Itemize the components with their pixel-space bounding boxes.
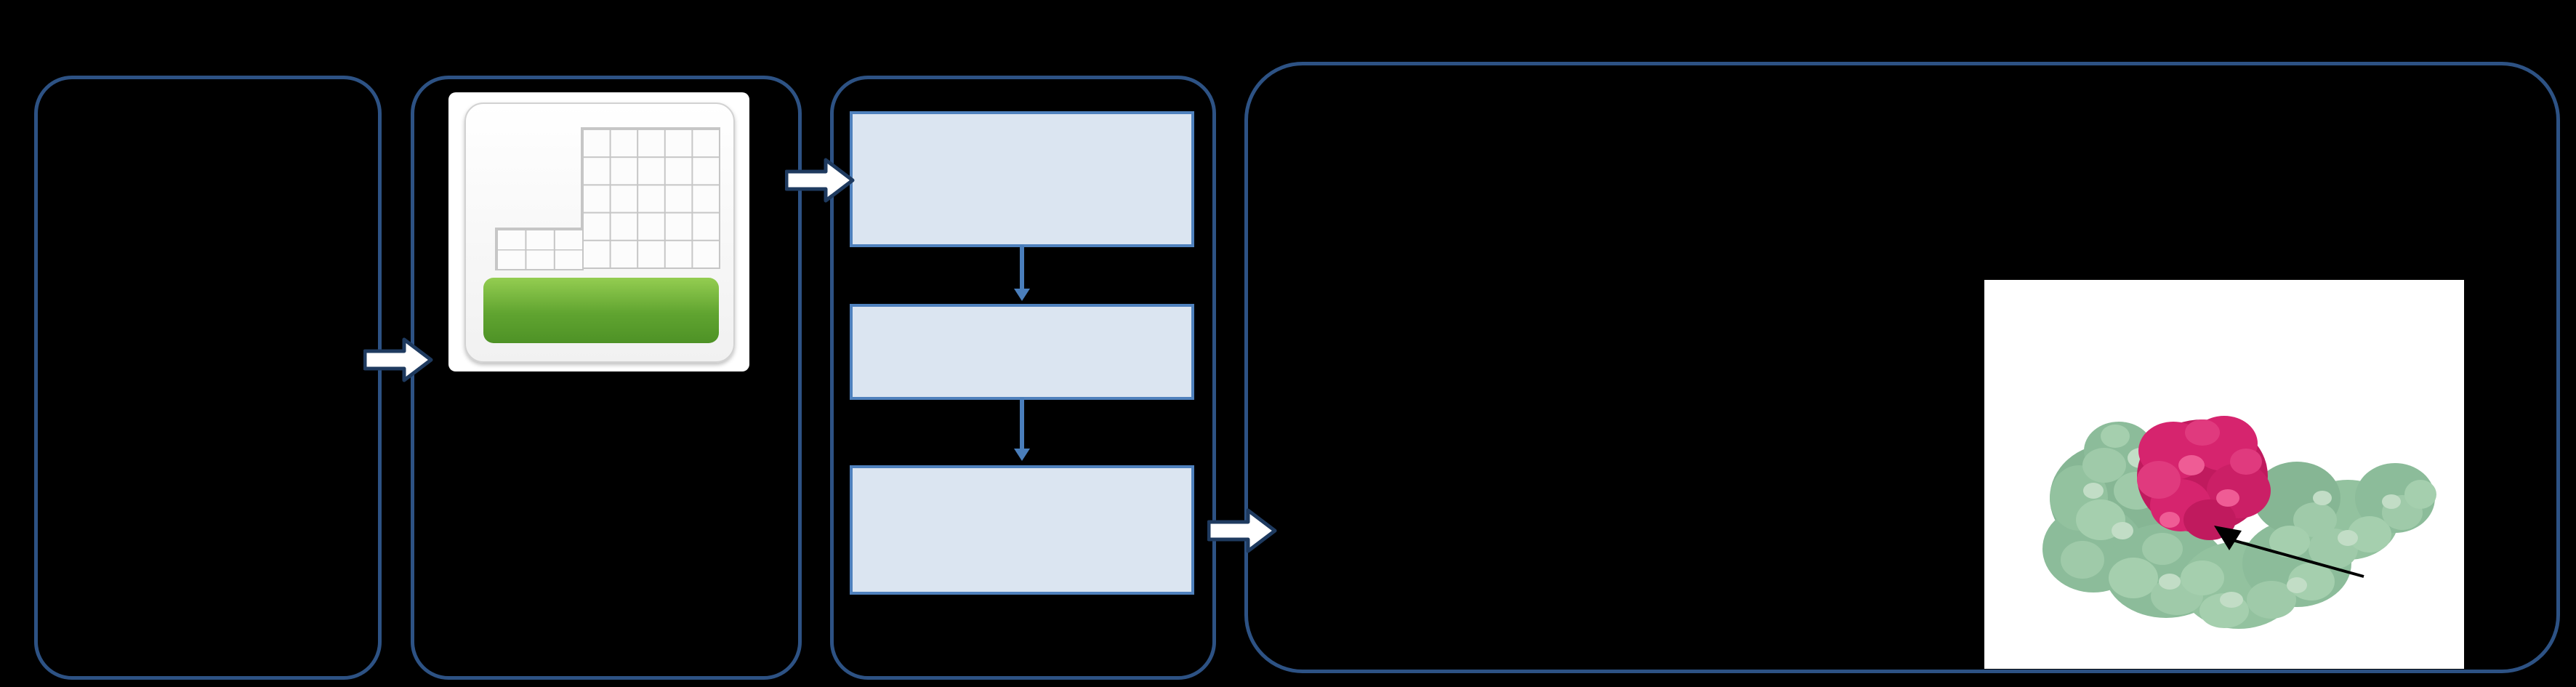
csv-box xyxy=(411,76,802,680)
spreadsheet-grid xyxy=(581,126,720,270)
arrow-right-icon xyxy=(785,158,855,203)
protein-seafoam-surface xyxy=(2042,422,2436,629)
arrow-right-icon xyxy=(363,337,433,382)
flow-step-bh xyxy=(850,465,1194,595)
arrow-right-icon xyxy=(1207,508,1277,553)
csv-card-face xyxy=(464,103,735,363)
csv-banner xyxy=(483,277,719,344)
flow-step-wald xyxy=(850,304,1194,400)
input-box xyxy=(34,76,382,680)
spreadsheet-grid xyxy=(495,227,584,270)
arrow-down-icon xyxy=(1014,397,1030,461)
uptake-panel xyxy=(1947,93,2541,643)
protein-structure-image xyxy=(2042,416,2436,629)
hdx-figure-card xyxy=(1984,280,2464,669)
flow-step-reml xyxy=(850,111,1194,247)
binding-interface-arrow-icon xyxy=(2214,526,2364,578)
csv-file-icon xyxy=(448,92,749,371)
scatter-panel xyxy=(1263,93,1928,643)
protein-magenta-domain xyxy=(2137,416,2271,540)
stats-box xyxy=(830,76,1216,680)
arrow-down-icon xyxy=(1014,244,1030,301)
